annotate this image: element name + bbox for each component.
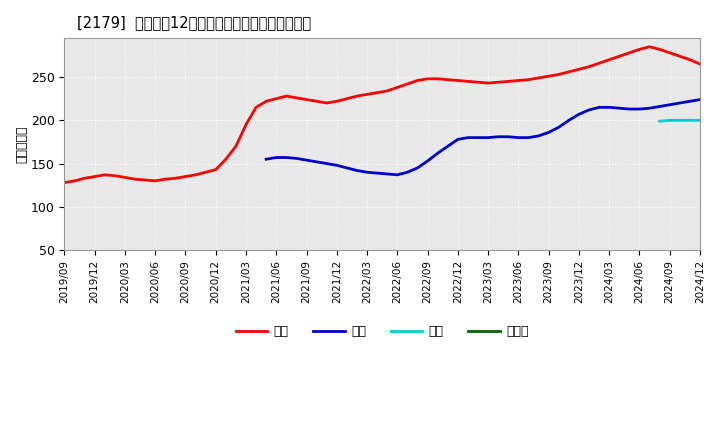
- ５年: [393, 172, 402, 177]
- ５年: [333, 163, 341, 168]
- ５年: [534, 133, 543, 139]
- Line: ７年: ７年: [660, 120, 700, 121]
- ５年: [564, 117, 573, 123]
- ５年: [454, 137, 462, 142]
- ３年: [474, 80, 482, 85]
- ７年: [665, 117, 674, 123]
- ７年: [675, 117, 684, 123]
- ５年: [645, 106, 654, 111]
- ５年: [484, 135, 492, 140]
- ５年: [444, 143, 452, 149]
- ５年: [665, 102, 674, 107]
- ５年: [696, 97, 704, 102]
- ５年: [524, 135, 533, 140]
- Text: [2179]  経常利益12か月移動合計の標準偏差の推移: [2179] 経常利益12か月移動合計の標準偏差の推移: [77, 15, 311, 30]
- ５年: [494, 134, 503, 139]
- ５年: [292, 156, 301, 161]
- ５年: [625, 106, 634, 112]
- ３年: [696, 62, 704, 67]
- ３年: [60, 180, 68, 185]
- ５年: [403, 169, 412, 175]
- ５年: [635, 106, 644, 112]
- ５年: [504, 134, 513, 139]
- ５年: [615, 106, 624, 111]
- ３年: [464, 79, 472, 84]
- ５年: [655, 104, 664, 109]
- Legend: ３年, ５年, ７年, １０年: ３年, ５年, ７年, １０年: [231, 320, 534, 343]
- ３年: [413, 78, 422, 83]
- ５年: [373, 170, 382, 176]
- ５年: [302, 158, 311, 163]
- ５年: [685, 99, 694, 104]
- ５年: [585, 107, 593, 113]
- ５年: [323, 161, 331, 166]
- ５年: [514, 135, 523, 140]
- ５年: [554, 125, 563, 130]
- ３年: [323, 100, 331, 106]
- ５年: [464, 135, 472, 140]
- ７年: [655, 118, 664, 124]
- ５年: [383, 171, 392, 176]
- ５年: [363, 169, 372, 175]
- ７年: [685, 117, 694, 123]
- ５年: [544, 130, 553, 135]
- ５年: [413, 165, 422, 171]
- ３年: [141, 177, 150, 183]
- ５年: [272, 155, 281, 160]
- ３年: [373, 90, 382, 95]
- Line: ５年: ５年: [266, 99, 700, 175]
- ５年: [343, 165, 351, 171]
- ３年: [645, 44, 654, 49]
- ５年: [262, 157, 271, 162]
- ５年: [595, 105, 603, 110]
- ５年: [433, 150, 442, 156]
- ５年: [605, 105, 613, 110]
- ５年: [474, 135, 482, 140]
- Line: ３年: ３年: [64, 47, 700, 183]
- ７年: [696, 117, 704, 123]
- ５年: [423, 158, 432, 164]
- Y-axis label: （百万円）: （百万円）: [15, 125, 28, 163]
- ５年: [575, 112, 583, 117]
- ５年: [353, 168, 361, 173]
- ５年: [675, 100, 684, 106]
- ５年: [282, 155, 291, 160]
- ５年: [312, 159, 321, 165]
